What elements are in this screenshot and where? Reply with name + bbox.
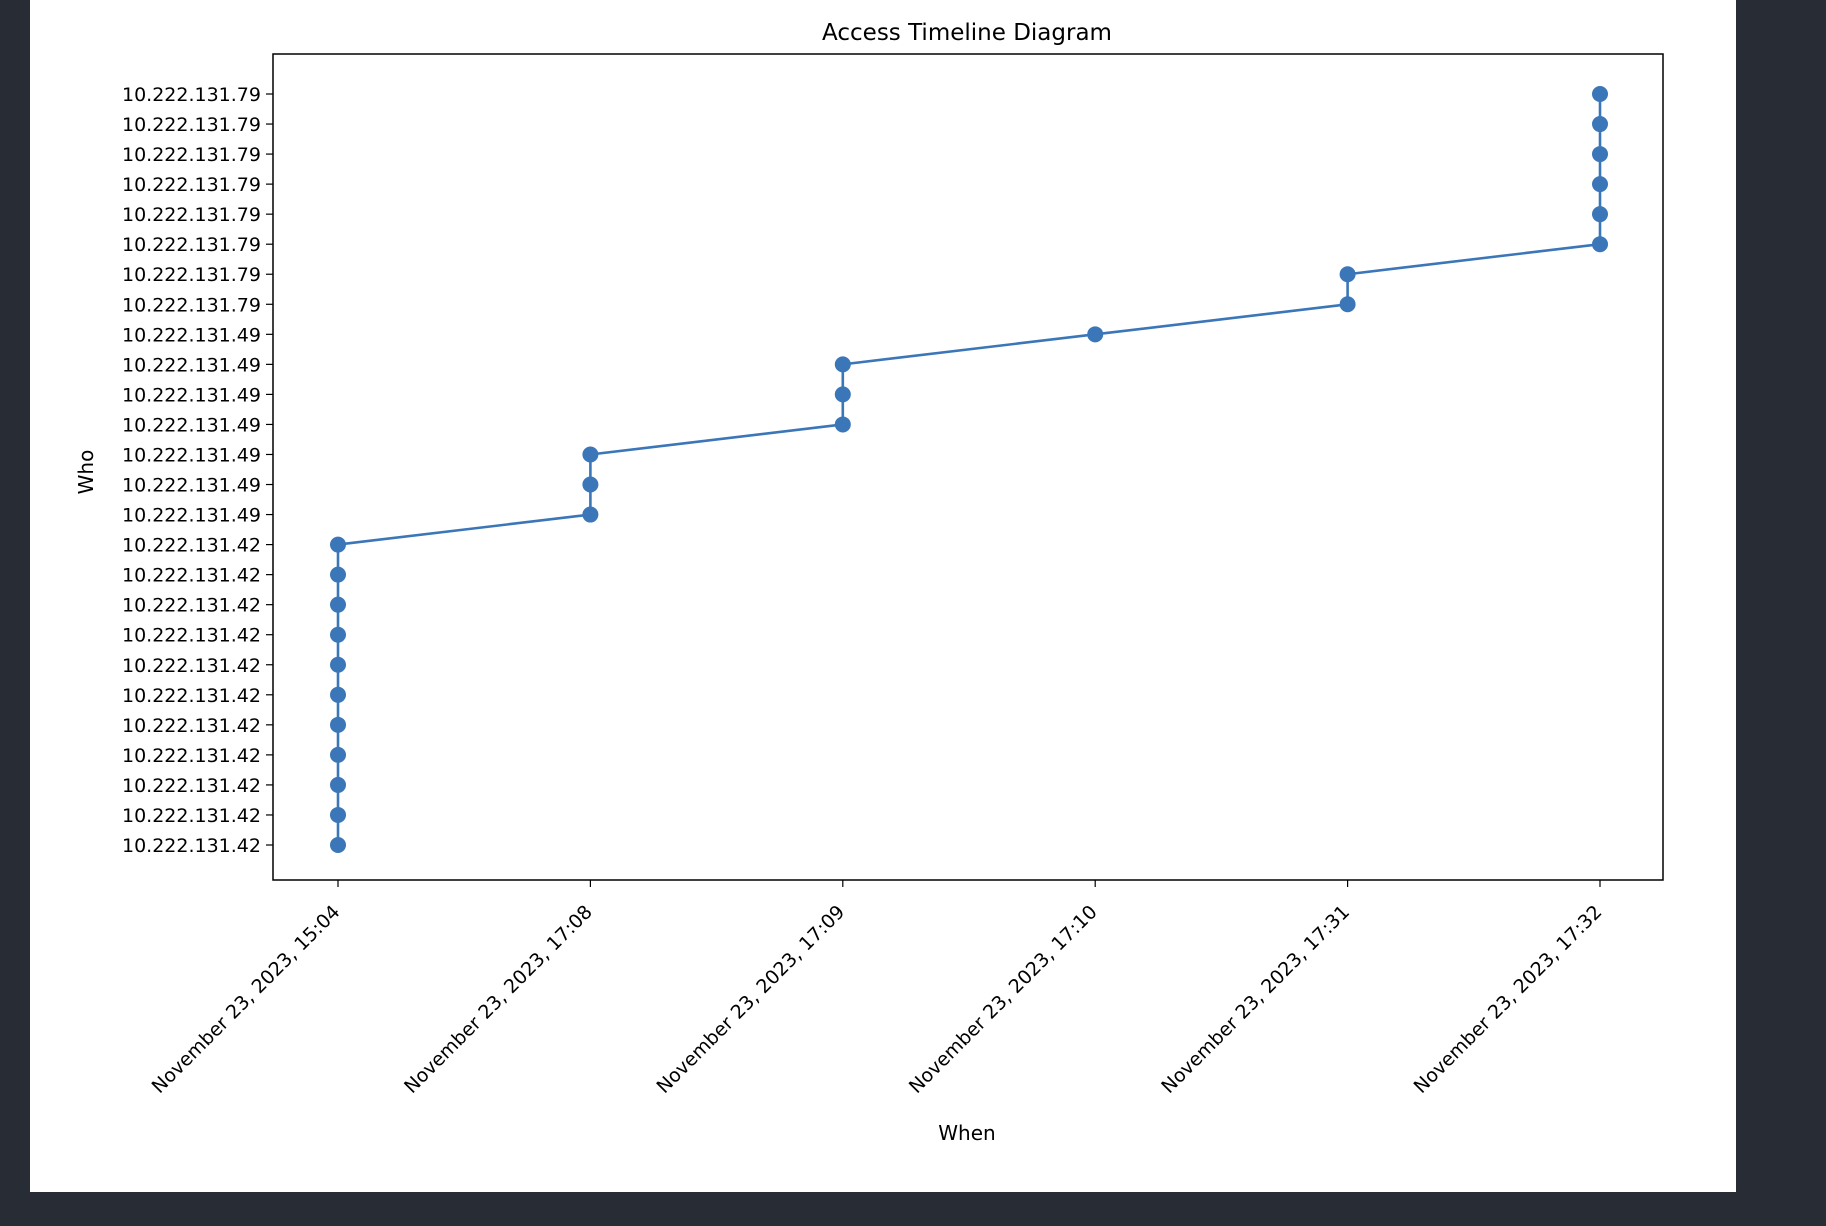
y-tick-label: 10.222.131.79: [122, 114, 261, 136]
x-tick-label: November 23, 2023, 17:32: [1410, 901, 1607, 1098]
data-point: [1592, 206, 1608, 223]
plot-area-frame: [272, 53, 1664, 881]
y-tick-label: 10.222.131.49: [122, 384, 261, 406]
data-point: [330, 746, 346, 763]
x-axis-label: When: [938, 1121, 995, 1145]
y-axis-label: Who: [74, 450, 98, 495]
y-tick-label: 10.222.131.49: [122, 505, 261, 527]
y-tick-label: 10.222.131.79: [122, 234, 261, 256]
y-tick-label: 10.222.131.42: [122, 715, 261, 737]
data-point: [1087, 326, 1104, 343]
y-tick-label: 10.222.131.49: [122, 414, 261, 436]
y-axis-ticks: 10.222.131.42 10.222.131.42 10.222.131.42 1…: [122, 84, 273, 857]
y-tick-label: 10.222.131.79: [122, 204, 261, 226]
data-point: [330, 686, 346, 703]
y-tick-label: 10.222.131.42: [122, 535, 261, 557]
data-point: [330, 626, 346, 643]
y-tick-label: 10.222.131.42: [122, 835, 261, 857]
x-tick-label: November 23, 2023, 17:08: [400, 901, 597, 1098]
y-tick-label: 10.222.131.79: [122, 174, 261, 196]
y-tick-label: 10.222.131.42: [122, 745, 261, 767]
y-tick-label: 10.222.131.42: [122, 655, 261, 677]
y-tick-label: 10.222.131.79: [122, 264, 261, 286]
x-tick-label: November 23, 2023, 17:09: [652, 901, 849, 1098]
data-point: [1339, 296, 1356, 313]
data-point: [1592, 176, 1608, 193]
data-point: [582, 446, 599, 463]
y-tick-label: 10.222.131.42: [122, 775, 261, 797]
x-axis-ticks: November 23, 2023, 15:04 November 23, 202…: [148, 880, 1607, 1098]
y-tick-label: 10.222.131.42: [122, 625, 261, 647]
data-point: [330, 837, 346, 853]
data-point: [1592, 146, 1608, 163]
data-point: [582, 506, 599, 523]
x-tick-label: November 23, 2023, 15:04: [148, 901, 345, 1098]
data-point: [1592, 86, 1608, 102]
y-tick-label: 10.222.131.79: [122, 144, 261, 166]
y-tick-label: 10.222.131.49: [122, 354, 261, 376]
data-point: [1592, 116, 1608, 133]
data-point: [834, 356, 851, 373]
y-tick-label: 10.222.131.42: [122, 685, 261, 707]
series-line: [336, 94, 1602, 845]
data-point: [330, 596, 346, 613]
data-point: [1592, 236, 1608, 253]
data-point: [834, 386, 851, 403]
access-timeline-chart: Access Timeline Diagram When Who 10.222.…: [74, 20, 1664, 1145]
y-tick-label: 10.222.131.49: [122, 324, 261, 346]
y-tick-label: 10.222.131.42: [122, 595, 261, 617]
y-tick-label: 10.222.131.42: [122, 805, 261, 827]
chart-figure: Access Timeline Diagram When Who 10.222.…: [30, 0, 1736, 1192]
data-point: [330, 776, 346, 793]
data-point: [330, 656, 346, 673]
data-point: [834, 416, 851, 433]
data-point: [330, 806, 346, 823]
series-access-events: [330, 86, 1608, 853]
x-tick-label: November 23, 2023, 17:10: [905, 901, 1102, 1098]
y-tick-label: 10.222.131.42: [122, 565, 261, 587]
data-point: [330, 536, 346, 553]
chart-title: Access Timeline Diagram: [822, 20, 1112, 46]
y-tick-label: 10.222.131.49: [122, 475, 261, 497]
data-point: [1339, 266, 1356, 283]
data-point: [330, 566, 346, 583]
data-point: [582, 476, 599, 493]
x-tick-label: November 23, 2023, 17:31: [1157, 901, 1354, 1098]
y-tick-label: 10.222.131.79: [122, 84, 261, 106]
data-point: [330, 716, 346, 733]
y-tick-label: 10.222.131.49: [122, 444, 261, 466]
y-tick-label: 10.222.131.79: [122, 294, 261, 316]
